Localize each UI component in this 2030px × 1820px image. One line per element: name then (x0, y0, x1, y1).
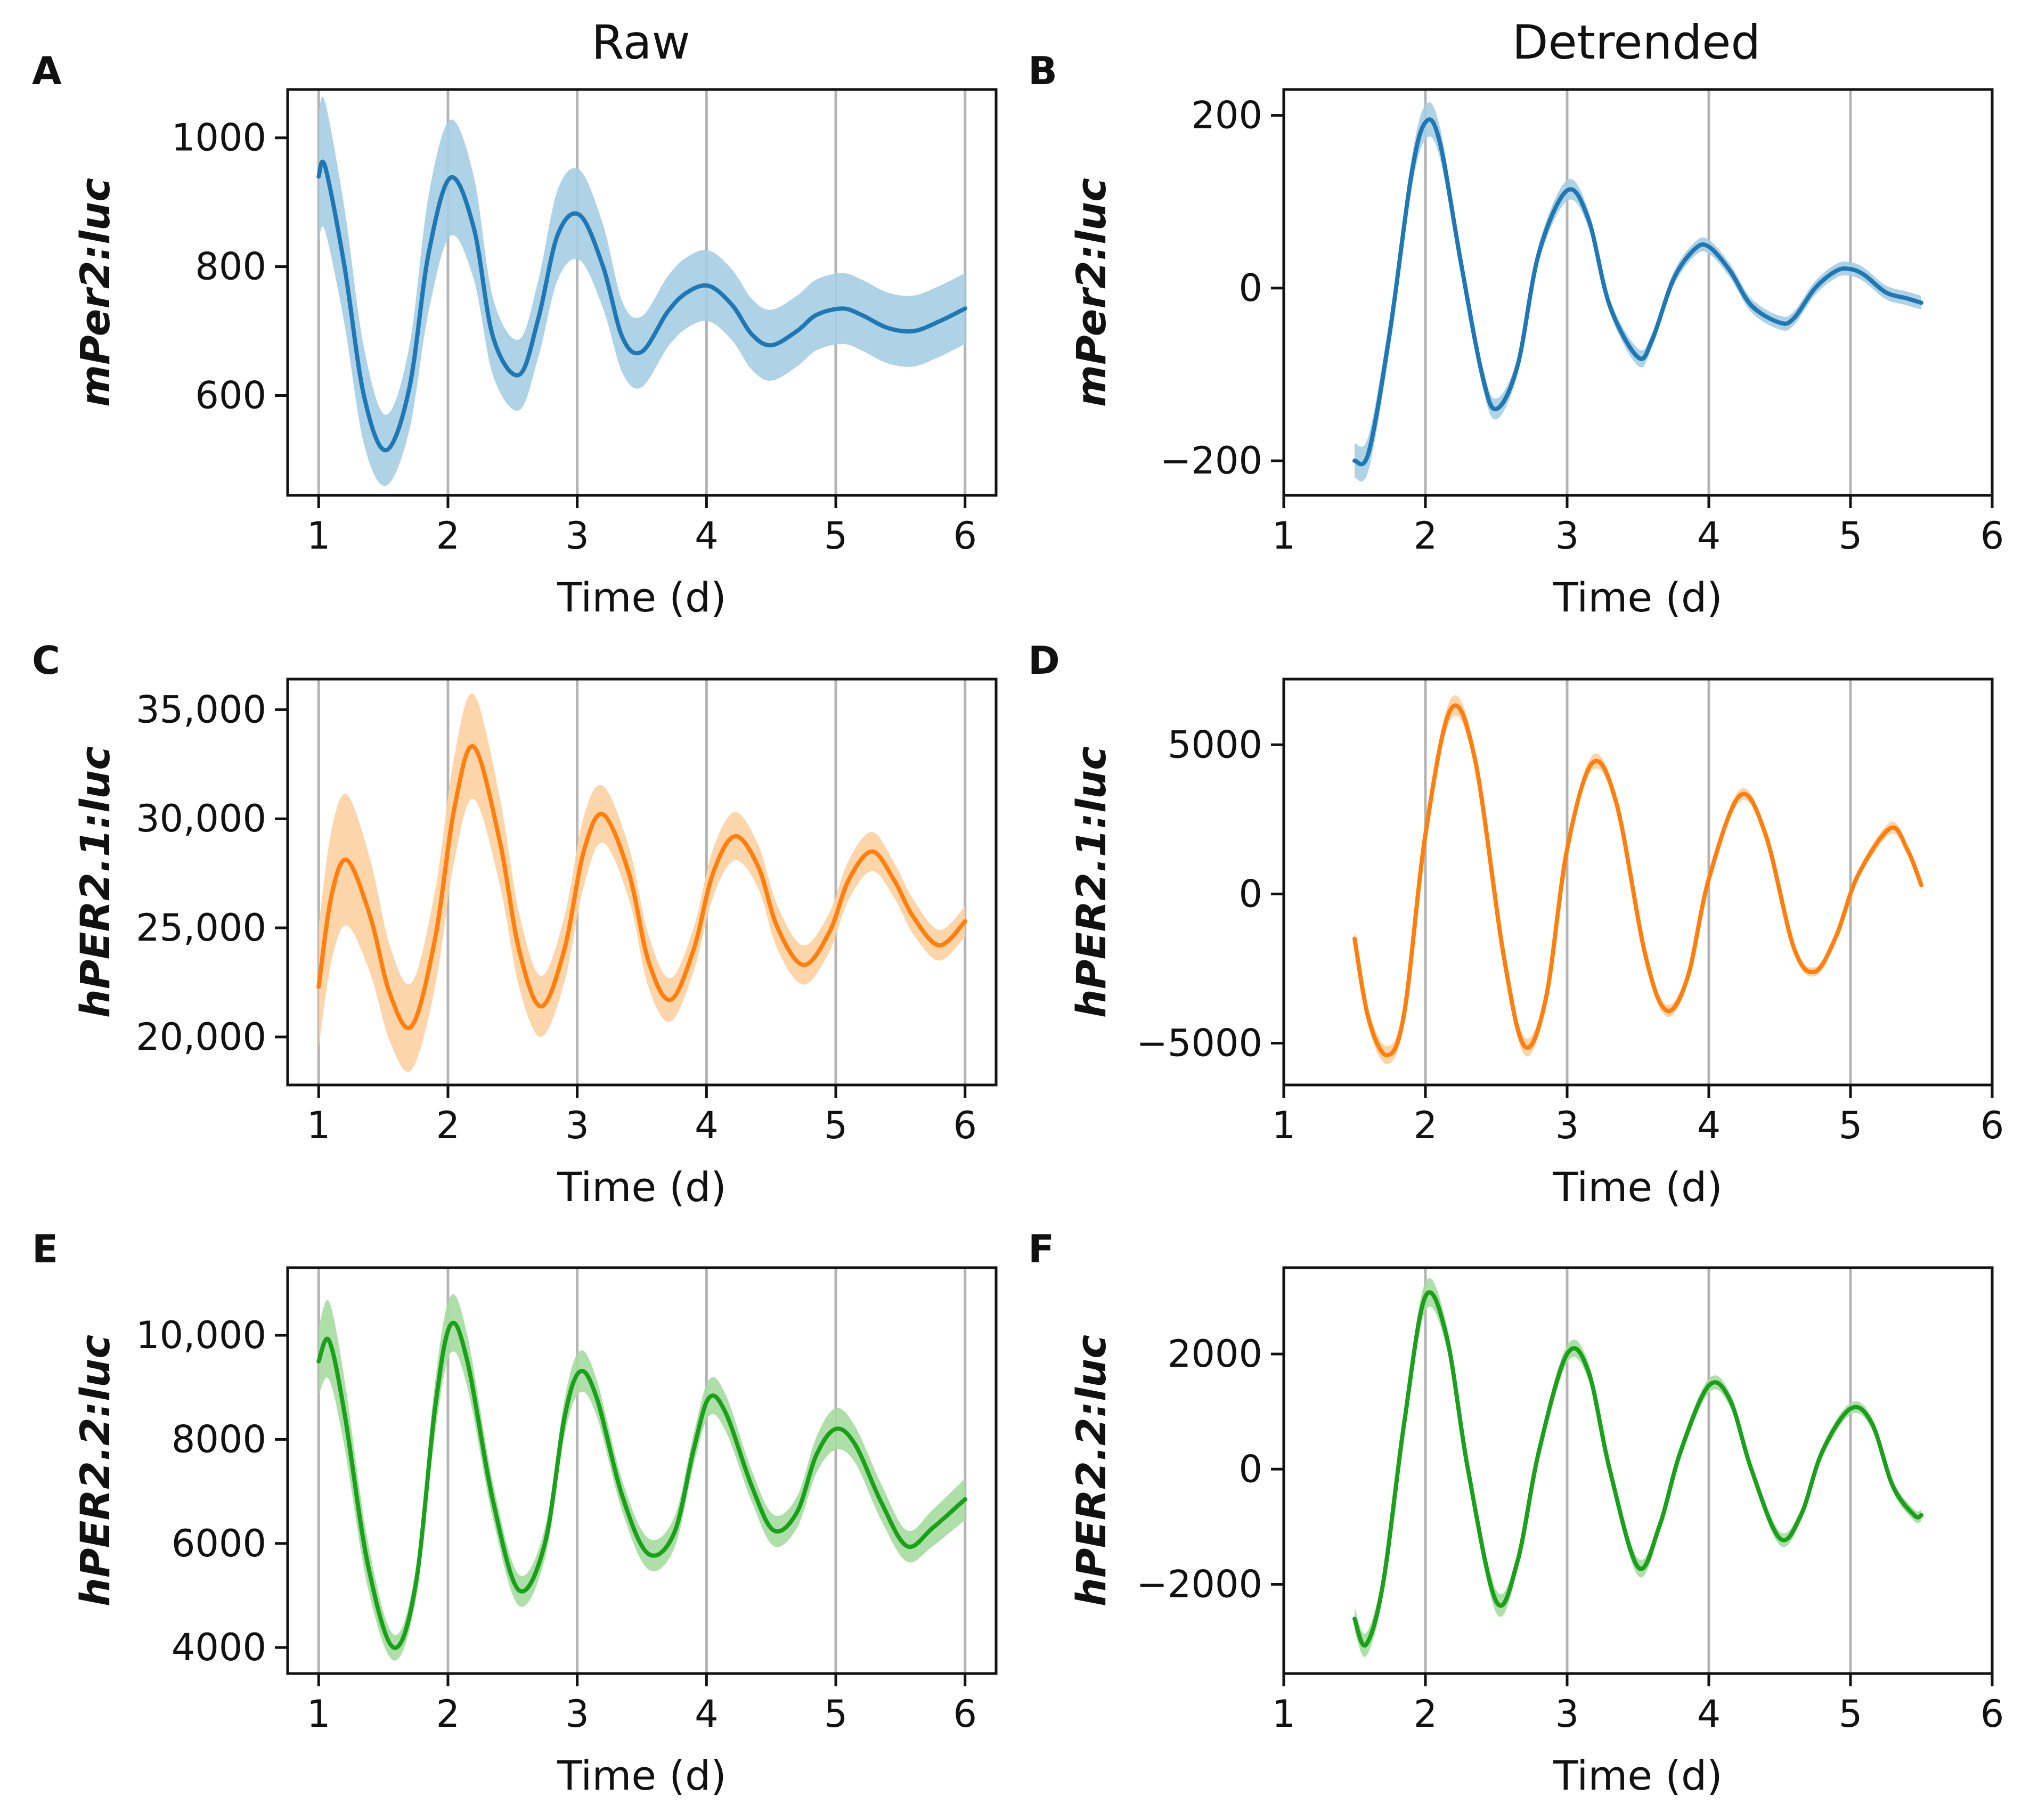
x-tick-label: 4 (1697, 1104, 1721, 1147)
y-axis-label: hPER2.1:luc (1067, 746, 1115, 1018)
x-tick-label: 3 (565, 1104, 589, 1147)
panel-c: C 1 2 3 4 5 6 20,000 25,000 30,000 35,000 Time (d) h… (32, 638, 998, 1211)
x-tick-label: 4 (695, 514, 719, 558)
y-tick-label: 0 (1238, 872, 1262, 916)
x-axis-label: Time (d) (1553, 1163, 1723, 1211)
x-tick-label: 2 (1414, 1692, 1438, 1736)
x-tick-label: 3 (1555, 1104, 1579, 1147)
x-tick-label: 1 (307, 514, 331, 558)
y-tick-label: −5000 (1136, 1022, 1262, 1065)
x-tick-label: 3 (1555, 1692, 1579, 1736)
y-tick-label: −2000 (1136, 1562, 1262, 1606)
x-tick-label: 4 (695, 1692, 719, 1736)
x-tick-label: 2 (436, 1104, 460, 1147)
x-tick-label: 1 (1272, 1692, 1296, 1736)
y-tick-label: 800 (195, 245, 266, 289)
column-title-detrended: Detrended (1512, 15, 1760, 70)
y-tick-label: 4000 (172, 1626, 266, 1669)
x-tick-label: 4 (1697, 1692, 1721, 1736)
x-tick-label: 5 (824, 514, 848, 558)
x-tick-label: 3 (565, 514, 589, 558)
series-line (316, 1320, 967, 1650)
x-tick-label: 3 (1555, 514, 1579, 558)
series-line (316, 744, 967, 1031)
x-tick-label: 6 (953, 1692, 977, 1736)
x-tick-label: 6 (953, 1104, 977, 1147)
confidence-band (319, 693, 965, 1072)
y-tick-label: 0 (1238, 266, 1262, 310)
panel-label: A (32, 48, 62, 93)
y-axis-label: mPer2:luc (71, 178, 119, 407)
series-line (1352, 703, 1923, 1057)
x-tick-label: 2 (1414, 1104, 1438, 1147)
y-tick-label: 200 (1191, 94, 1262, 137)
y-axis-label: hPER2.1:luc (71, 746, 119, 1018)
x-tick-label: 5 (1839, 514, 1863, 558)
y-tick-label: −200 (1160, 439, 1262, 483)
panel-a: A 1 2 3 4 5 6 600 800 1000 Time (d) mPer2:luc (32, 48, 998, 621)
axes-frame (1282, 1266, 1994, 1675)
y-tick-label: 1000 (172, 116, 266, 160)
panel-label: E (32, 1227, 58, 1271)
axes-frame (286, 1266, 998, 1675)
panel-d: D 1 2 3 4 5 6 −5000 0 5000 Time (d) hPER2.1:luc (1028, 638, 2004, 1211)
x-axis-label: Time (d) (557, 1752, 727, 1799)
x-tick-label: 2 (436, 514, 460, 558)
y-tick-label: 20,000 (136, 1015, 266, 1059)
axes-frame (286, 88, 998, 497)
panel-label: F (1028, 1227, 1054, 1271)
y-axis-label: mPer2:luc (1067, 178, 1115, 407)
x-tick-label: 2 (1414, 514, 1438, 558)
x-tick-label: 6 (1980, 1692, 2004, 1736)
series-line (1352, 117, 1923, 467)
axes-frame (1282, 678, 1994, 1087)
panel-label: B (1028, 48, 1057, 93)
x-tick-label: 5 (824, 1104, 848, 1147)
x-tick-label: 3 (565, 1692, 589, 1736)
x-tick-label: 6 (953, 514, 977, 558)
y-tick-label: 2000 (1168, 1332, 1262, 1376)
x-tick-label: 5 (1839, 1692, 1863, 1736)
y-tick-label: 30,000 (136, 797, 266, 840)
y-tick-label: 8000 (172, 1417, 266, 1461)
y-axis-label: hPER2.2:luc (1067, 1335, 1115, 1606)
y-tick-label: 10,000 (136, 1313, 266, 1357)
x-axis-label: Time (d) (1553, 1752, 1723, 1799)
y-axis-label: hPER2.2:luc (71, 1335, 119, 1606)
panel-b: B 1 2 3 4 5 6 −200 0 200 Time (d) mPer2:luc (1028, 48, 2004, 621)
panel-f: F 1 2 3 4 5 6 −2000 0 2000 Time (d) hPER2.2:luc (1028, 1227, 2004, 1799)
x-tick-label: 1 (1272, 514, 1296, 558)
panel-e: E 1 2 3 4 5 6 4000 6000 8000 10,000 Time (d) hPER2.2… (32, 1227, 998, 1799)
x-tick-label: 2 (436, 1692, 460, 1736)
panel-label: D (1028, 638, 1060, 683)
x-tick-label: 4 (695, 1104, 719, 1147)
x-tick-label: 5 (1839, 1104, 1863, 1147)
column-title-raw: Raw (591, 15, 690, 70)
x-axis-label: Time (d) (557, 1163, 727, 1211)
y-tick-label: 5000 (1168, 723, 1262, 766)
y-tick-label: 6000 (172, 1522, 266, 1565)
x-tick-label: 1 (307, 1692, 331, 1736)
axes-frame (286, 678, 998, 1087)
x-tick-label: 1 (1272, 1104, 1296, 1147)
x-tick-label: 6 (1980, 514, 2004, 558)
y-tick-label: 35,000 (136, 688, 266, 731)
y-tick-label: 600 (195, 374, 266, 418)
x-tick-label: 4 (1697, 514, 1721, 558)
axes-frame (1282, 88, 1994, 497)
x-tick-label: 5 (824, 1692, 848, 1736)
x-tick-label: 1 (307, 1104, 331, 1147)
x-tick-label: 6 (1980, 1104, 2004, 1147)
x-axis-label: Time (d) (1553, 574, 1723, 621)
series-line (316, 159, 967, 453)
x-axis-label: Time (d) (557, 574, 727, 621)
y-tick-label: 25,000 (136, 906, 266, 950)
y-tick-label: 0 (1238, 1447, 1262, 1491)
series-line (1352, 1290, 1923, 1648)
panel-label: C (32, 638, 60, 683)
